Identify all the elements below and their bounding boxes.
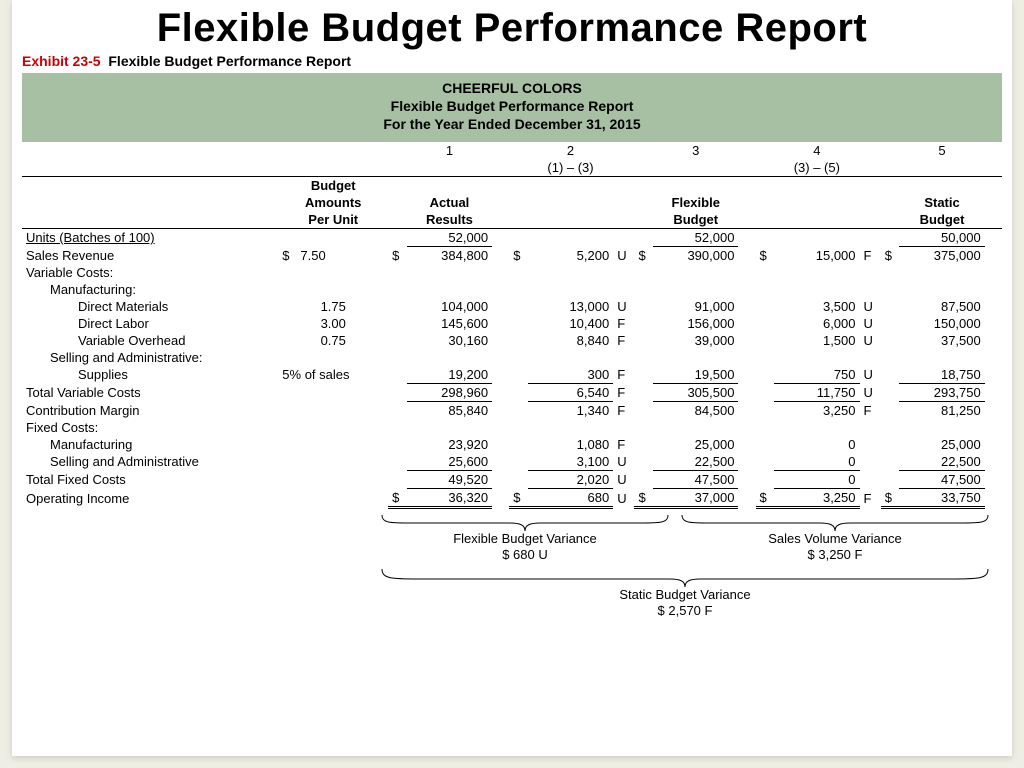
variance-braces: Flexible Budget Variance $ 680 U Sales V… bbox=[22, 509, 1002, 629]
hdr-actual-2: Results bbox=[407, 211, 492, 229]
fmfg-label: Manufacturing bbox=[22, 436, 278, 453]
sales-unit: 7.50 bbox=[300, 248, 325, 263]
slide-title: Flexible Budget Performance Report bbox=[12, 6, 1012, 51]
row-sa-label: Selling and Administrative: bbox=[22, 349, 1002, 366]
header-row-2: Amounts Actual Flexible Static bbox=[22, 194, 1002, 211]
sup-label: Supplies bbox=[22, 366, 278, 384]
oi-static: 33,750 bbox=[899, 488, 984, 507]
cm-label: Contribution Margin bbox=[22, 401, 278, 419]
voh-label: Variable Overhead bbox=[22, 332, 278, 349]
col-2: 2 bbox=[528, 142, 613, 159]
brace-sales-label: Sales Volume Variance bbox=[768, 531, 901, 546]
row-sales: Sales Revenue $ 7.50 $384,800 $5,200U $3… bbox=[22, 246, 1002, 264]
col-formula-row: (1) – (3) (3) – (5) bbox=[22, 159, 1002, 177]
row-dl: Direct Labor 3.00 145,600 10,400F 156,00… bbox=[22, 315, 1002, 332]
col-1: 1 bbox=[407, 142, 492, 159]
report-header-band: CHEERFUL COLORS Flexible Budget Performa… bbox=[22, 73, 1002, 142]
sales-actual: 384,800 bbox=[407, 246, 492, 264]
row-fmfg: Manufacturing 23,920 1,080F 25,000 0 25,… bbox=[22, 436, 1002, 453]
tvc-label: Total Variable Costs bbox=[22, 383, 278, 401]
header-row-3: Per Unit Results Budget Budget bbox=[22, 211, 1002, 229]
exhibit-text: Flexible Budget Performance Report bbox=[108, 53, 351, 69]
row-units: Units (Batches of 100) 52,000 52,000 50,… bbox=[22, 228, 1002, 246]
fc-label: Fixed Costs: bbox=[22, 419, 278, 436]
row-cm: Contribution Margin 85,840 1,340F 84,500… bbox=[22, 401, 1002, 419]
sales-v2f: U bbox=[613, 246, 634, 264]
hdr-unit-3: Per Unit bbox=[278, 211, 388, 229]
oi-label: Operating Income bbox=[22, 488, 278, 507]
budget-table: 1 2 3 4 5 (1) – (3) (3) – (5) Budget Amo… bbox=[22, 142, 1002, 509]
report-name: Flexible Budget Performance Report bbox=[22, 97, 1002, 115]
brace-sales: Sales Volume Variance $ 3,250 F bbox=[680, 513, 990, 564]
row-supplies: Supplies 5% of sales 19,200 300F 19,500 … bbox=[22, 366, 1002, 384]
oi-v4: 3,250 bbox=[774, 488, 859, 507]
hdr-flex-1: Flexible bbox=[653, 194, 738, 211]
tfc-label: Total Fixed Costs bbox=[22, 470, 278, 488]
mfg-label: Manufacturing: bbox=[22, 281, 278, 298]
units-flex: 52,000 bbox=[653, 228, 738, 246]
brace-static-label: Static Budget Variance bbox=[619, 587, 750, 602]
row-vc-label: Variable Costs: bbox=[22, 264, 1002, 281]
col-3: 3 bbox=[653, 142, 738, 159]
hdr-unit-1: Budget bbox=[278, 176, 388, 194]
row-mfg-label: Manufacturing: bbox=[22, 281, 1002, 298]
exhibit-number: Exhibit 23-5 bbox=[22, 53, 101, 69]
units-label: Units (Batches of 100) bbox=[22, 228, 278, 246]
dl-label: Direct Labor bbox=[22, 315, 278, 332]
units-actual: 52,000 bbox=[407, 228, 492, 246]
sales-v4f: F bbox=[860, 246, 881, 264]
company-name: CHEERFUL COLORS bbox=[22, 79, 1002, 97]
brace-static-value: $ 2,570 F bbox=[658, 603, 713, 618]
report-period: For the Year Ended December 31, 2015 bbox=[22, 115, 1002, 133]
brace-static: Static Budget Variance $ 2,570 F bbox=[380, 567, 990, 620]
row-dm: Direct Materials 1.75 104,000 13,000U 91… bbox=[22, 298, 1002, 315]
oi-actual: 36,320 bbox=[407, 488, 492, 507]
sales-flex: 390,000 bbox=[653, 246, 738, 264]
hdr-actual-1: Actual bbox=[407, 194, 492, 211]
exhibit-label: Exhibit 23-5 Flexible Budget Performance… bbox=[22, 53, 1012, 69]
hdr-static-2: Budget bbox=[899, 211, 984, 229]
sales-v4: 15,000 bbox=[774, 246, 859, 264]
dm-label: Direct Materials bbox=[22, 298, 278, 315]
header-row-1: Budget bbox=[22, 176, 1002, 194]
hdr-unit-2: Amounts bbox=[278, 194, 388, 211]
row-voh: Variable Overhead 0.75 30,160 8,840F 39,… bbox=[22, 332, 1002, 349]
sales-label: Sales Revenue bbox=[22, 246, 278, 264]
row-tvc: Total Variable Costs 298,960 6,540F 305,… bbox=[22, 383, 1002, 401]
col-number-row: 1 2 3 4 5 bbox=[22, 142, 1002, 159]
vc-label: Variable Costs: bbox=[22, 264, 278, 281]
row-oi: Operating Income $36,320 $680U $37,000 $… bbox=[22, 488, 1002, 507]
brace-sales-value: $ 3,250 F bbox=[808, 547, 863, 562]
row-fc-label: Fixed Costs: bbox=[22, 419, 1002, 436]
sales-static: 375,000 bbox=[899, 246, 984, 264]
brace-flex: Flexible Budget Variance $ 680 U bbox=[380, 513, 670, 564]
row-tfc: Total Fixed Costs 49,520 2,020U 47,500 0… bbox=[22, 470, 1002, 488]
hdr-static-1: Static bbox=[899, 194, 984, 211]
brace-flex-label: Flexible Budget Variance bbox=[453, 531, 597, 546]
dm-unit: 1.75 bbox=[278, 298, 388, 315]
oi-v2: 680 bbox=[528, 488, 613, 507]
hdr-flex-2: Budget bbox=[653, 211, 738, 229]
fsa-label: Selling and Administrative bbox=[22, 453, 278, 471]
col-2-formula: (1) – (3) bbox=[528, 159, 613, 177]
units-static: 50,000 bbox=[899, 228, 984, 246]
col-4: 4 bbox=[774, 142, 859, 159]
oi-flex: 37,000 bbox=[653, 488, 738, 507]
col-5: 5 bbox=[899, 142, 984, 159]
row-fsa: Selling and Administrative 25,600 3,100U… bbox=[22, 453, 1002, 471]
sa-label: Selling and Administrative: bbox=[22, 349, 278, 366]
col-4-formula: (3) – (5) bbox=[774, 159, 859, 177]
sales-v2: 5,200 bbox=[528, 246, 613, 264]
brace-flex-value: $ 680 U bbox=[502, 547, 548, 562]
sup-unit: 5% of sales bbox=[278, 366, 388, 384]
slide: Flexible Budget Performance Report Exhib… bbox=[12, 0, 1012, 756]
